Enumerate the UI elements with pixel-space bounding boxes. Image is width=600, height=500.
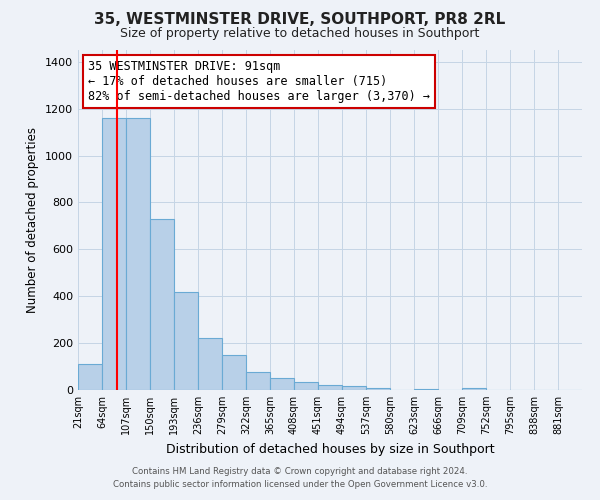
Bar: [78, 364, 102, 390]
Text: 35, WESTMINSTER DRIVE, SOUTHPORT, PR8 2RL: 35, WESTMINSTER DRIVE, SOUTHPORT, PR8 2R…: [94, 12, 506, 28]
Bar: [222, 355, 246, 390]
Bar: [366, 388, 390, 390]
X-axis label: Distribution of detached houses by size in Southport: Distribution of detached houses by size …: [166, 442, 494, 456]
Bar: [462, 388, 486, 390]
Bar: [102, 118, 126, 390]
Bar: [174, 292, 198, 390]
Text: Contains HM Land Registry data © Crown copyright and database right 2024.
Contai: Contains HM Land Registry data © Crown c…: [113, 468, 487, 489]
Text: 35 WESTMINSTER DRIVE: 91sqm
← 17% of detached houses are smaller (715)
82% of se: 35 WESTMINSTER DRIVE: 91sqm ← 17% of det…: [88, 60, 430, 103]
Bar: [342, 386, 366, 390]
Bar: [318, 386, 342, 390]
Bar: [414, 389, 438, 390]
Bar: [198, 338, 222, 390]
Bar: [270, 378, 294, 390]
Bar: [150, 219, 174, 390]
Bar: [126, 118, 150, 390]
Bar: [246, 372, 270, 390]
Y-axis label: Number of detached properties: Number of detached properties: [26, 127, 40, 313]
Text: Size of property relative to detached houses in Southport: Size of property relative to detached ho…: [121, 28, 479, 40]
Bar: [294, 382, 318, 390]
